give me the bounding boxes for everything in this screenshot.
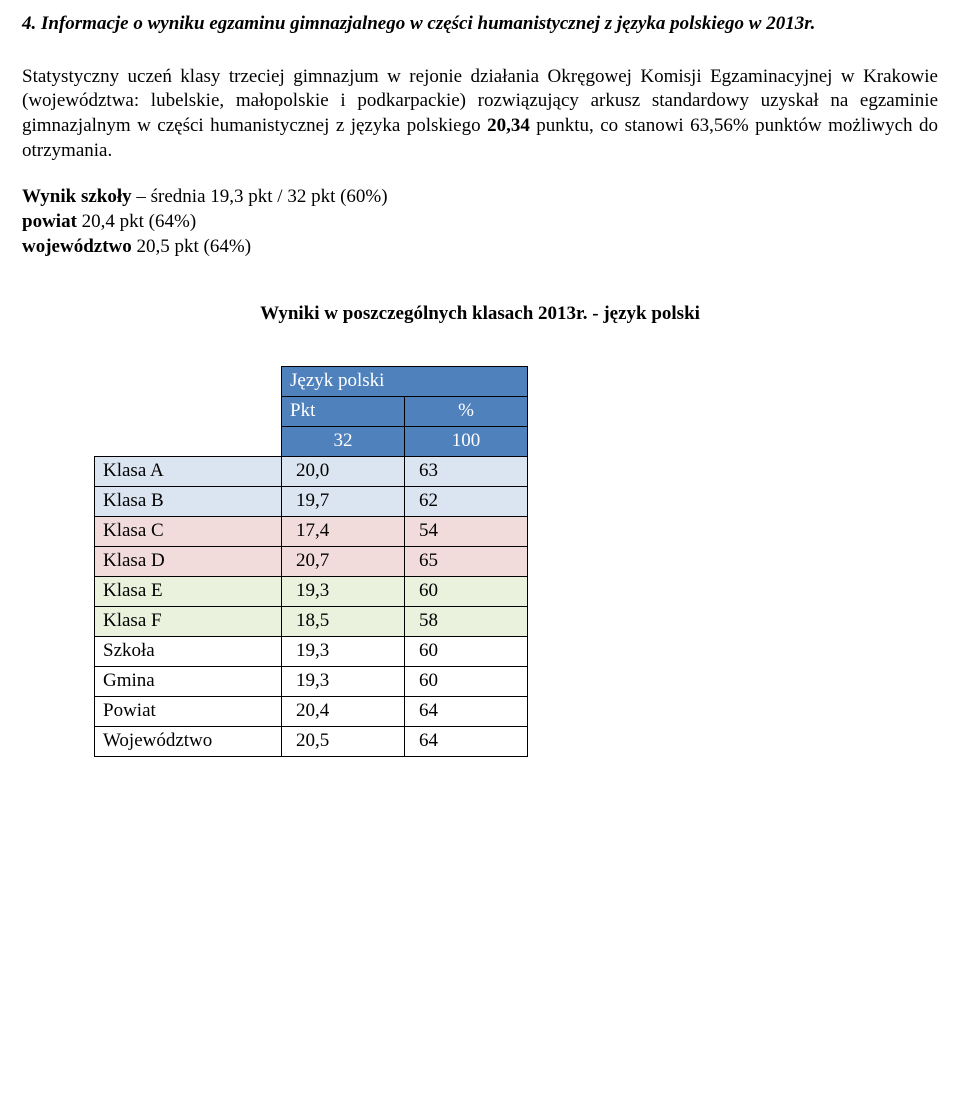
points-value: 20,34: [487, 115, 530, 136]
section-heading: 4. Informacje o wyniku egzaminu gimnazja…: [22, 12, 938, 37]
row-pct: 60: [405, 667, 528, 697]
table-row: Klasa C17,454: [95, 517, 528, 547]
row-pct: 63: [405, 457, 528, 487]
row-label: Szkoła: [95, 637, 282, 667]
row-pct: 54: [405, 517, 528, 547]
results-line-county: powiat 20,4 pkt (64%): [22, 210, 938, 235]
result-label-school: Wynik szkoły: [22, 186, 132, 207]
row-label: Klasa B: [95, 487, 282, 517]
table-row: Klasa E19,360: [95, 577, 528, 607]
results-table: Język polski Pkt % 32 100 Klasa A20,063K…: [94, 366, 528, 757]
row-pct: 58: [405, 607, 528, 637]
row-pkt: 19,3: [282, 577, 405, 607]
row-label: Klasa D: [95, 547, 282, 577]
max-pkt: 32: [282, 427, 405, 457]
row-label: Klasa C: [95, 517, 282, 547]
blank-cell: [95, 367, 282, 397]
result-label-county: powiat: [22, 211, 77, 232]
table-row: Klasa F18,558: [95, 607, 528, 637]
table-header-labels-row: Pkt %: [95, 397, 528, 427]
result-value-voivodeship: 20,5 pkt (64%): [132, 236, 251, 257]
table-row: Klasa A20,063: [95, 457, 528, 487]
table-row: Klasa D20,765: [95, 547, 528, 577]
row-pkt: 19,7: [282, 487, 405, 517]
row-pct: 62: [405, 487, 528, 517]
row-label: Klasa F: [95, 607, 282, 637]
table-row: Gmina19,360: [95, 667, 528, 697]
row-pct: 60: [405, 637, 528, 667]
row-pct: 60: [405, 577, 528, 607]
row-label: Powiat: [95, 697, 282, 727]
blank-cell: [95, 427, 282, 457]
row-pkt: 19,3: [282, 667, 405, 697]
table-subheading: Wyniki w poszczególnych klasach 2013r. -…: [22, 302, 938, 327]
header-pkt: Pkt: [282, 397, 405, 427]
result-label-voivodeship: województwo: [22, 236, 132, 257]
header-pct: %: [405, 397, 528, 427]
row-label: Klasa E: [95, 577, 282, 607]
row-pct: 64: [405, 697, 528, 727]
row-pkt: 20,4: [282, 697, 405, 727]
table-row: Powiat20,464: [95, 697, 528, 727]
row-pct: 65: [405, 547, 528, 577]
row-label: Gmina: [95, 667, 282, 697]
table-max-row: 32 100: [95, 427, 528, 457]
body-paragraph: Statystyczny uczeń klasy trzeciej gimnaz…: [22, 65, 938, 164]
max-pct: 100: [405, 427, 528, 457]
row-pct: 64: [405, 727, 528, 757]
header-group: Język polski: [282, 367, 528, 397]
result-value-county: 20,4 pkt (64%): [77, 211, 196, 232]
table-row: Województwo20,564: [95, 727, 528, 757]
row-pkt: 20,7: [282, 547, 405, 577]
row-pkt: 19,3: [282, 637, 405, 667]
row-label: Klasa A: [95, 457, 282, 487]
results-block: Wynik szkoły – średnia 19,3 pkt / 32 pkt…: [22, 185, 938, 259]
table-header-group-row: Język polski: [95, 367, 528, 397]
results-line-school: Wynik szkoły – średnia 19,3 pkt / 32 pkt…: [22, 185, 938, 210]
row-pkt: 20,0: [282, 457, 405, 487]
result-value-school: – średnia 19,3 pkt / 32 pkt (60%): [132, 186, 388, 207]
table-row: Klasa B19,762: [95, 487, 528, 517]
row-label: Województwo: [95, 727, 282, 757]
results-line-voivodeship: województwo 20,5 pkt (64%): [22, 235, 938, 260]
row-pkt: 17,4: [282, 517, 405, 547]
row-pkt: 20,5: [282, 727, 405, 757]
row-pkt: 18,5: [282, 607, 405, 637]
table-row: Szkoła19,360: [95, 637, 528, 667]
blank-cell: [95, 397, 282, 427]
